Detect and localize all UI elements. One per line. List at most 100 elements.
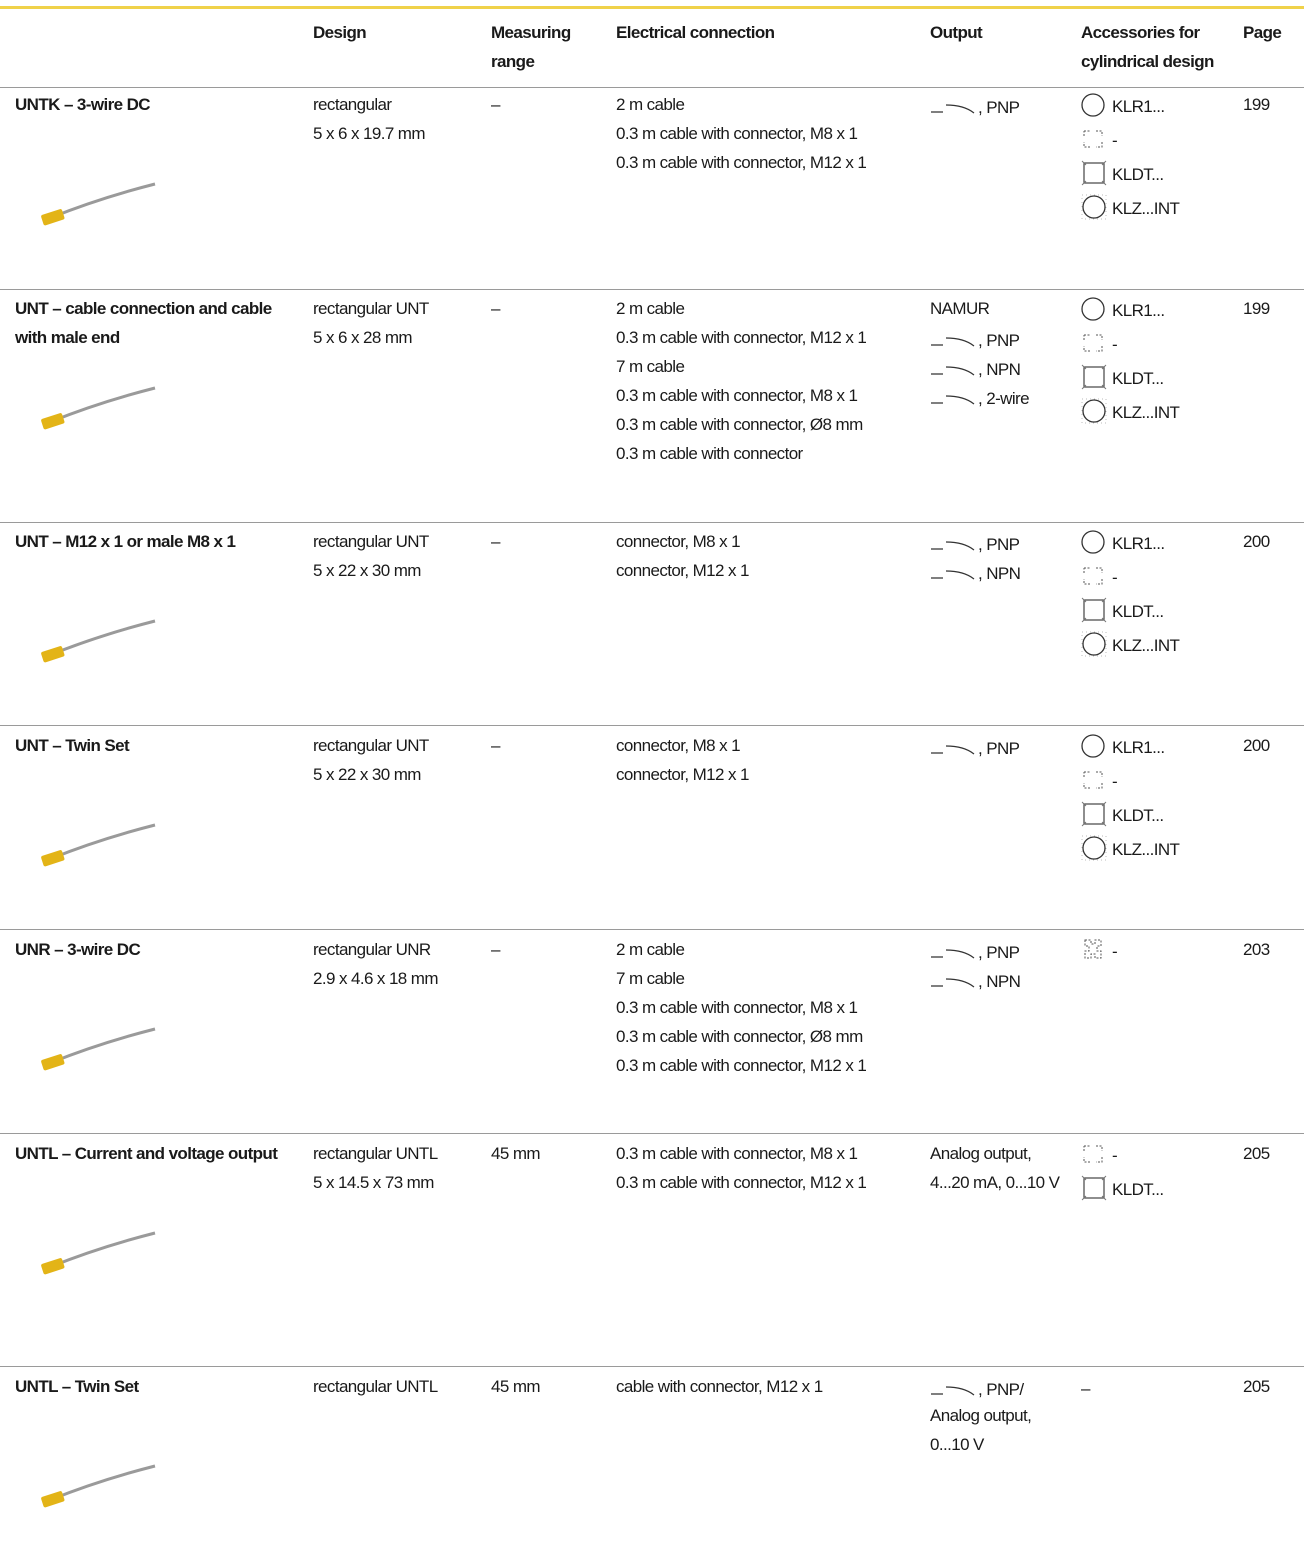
column-header: Output [930, 23, 983, 42]
product-name: UNT – cable connection and cable with ma… [15, 299, 272, 347]
switch-symbol [931, 337, 975, 347]
output: 0...10 V [930, 1435, 984, 1454]
accessory-icon [1081, 530, 1105, 554]
accessory-icon [1083, 130, 1103, 148]
switch-symbol [931, 541, 975, 551]
measuring-range: 45 mm [491, 1144, 541, 1163]
design: 5 x 6 x 19.7 mm [313, 124, 426, 143]
product-image [41, 1027, 156, 1071]
output: , PNP/ [978, 1380, 1024, 1399]
accessory-icon [1081, 631, 1107, 657]
product-image [41, 1464, 156, 1508]
page-number: 205 [1243, 1144, 1270, 1163]
product-name: UNR – 3-wire DC [15, 940, 141, 959]
output: Analog output, [930, 1144, 1032, 1163]
switch-symbol [931, 745, 975, 755]
electrical-connection: 0.3 m cable with connector, M8 x 1 [616, 998, 858, 1017]
output: , PNP [978, 739, 1020, 758]
page-number: 205 [1243, 1377, 1270, 1396]
accessory-icon [1081, 1175, 1107, 1201]
electrical-connection: 2 m cable [616, 940, 685, 959]
output: Analog output, [930, 1406, 1032, 1425]
accessory: KLR1... [1112, 301, 1165, 320]
accessory: - [1112, 942, 1118, 961]
accessory-icon [1084, 939, 1102, 959]
page-number: 200 [1243, 736, 1270, 755]
measuring-range: 45 mm [491, 1377, 541, 1396]
accessory-icon [1081, 835, 1107, 861]
accessory: – [1081, 1379, 1090, 1398]
row-rule [0, 1133, 1304, 1134]
column-header: Measuring range [491, 23, 571, 71]
accessory-icon [1081, 801, 1107, 827]
output: , NPN [978, 564, 1021, 583]
accessory-icon [1081, 398, 1107, 424]
electrical-connection: 0.3 m cable with connector [616, 444, 803, 463]
design: 5 x 6 x 28 mm [313, 328, 413, 347]
column-header: Design [313, 23, 367, 42]
electrical-connection: 0.3 m cable with connector, M12 x 1 [616, 328, 867, 347]
product-name: UNTL – Twin Set [15, 1377, 139, 1396]
product-image [41, 182, 156, 226]
electrical-connection: 0.3 m cable with connector, M8 x 1 [616, 124, 858, 143]
accessory-icon [1083, 771, 1103, 789]
design: rectangular [313, 95, 392, 114]
row-rule [0, 289, 1304, 290]
measuring-range: – [491, 736, 500, 755]
accessory: KLR1... [1112, 97, 1165, 116]
output: , PNP [978, 331, 1020, 350]
electrical-connection: connector, M12 x 1 [616, 765, 749, 784]
design: rectangular UNTL [313, 1144, 438, 1163]
design: 2.9 x 4.6 x 18 mm [313, 969, 439, 988]
product-name: UNTL – Current and voltage output [15, 1144, 278, 1163]
electrical-connection: 0.3 m cable with connector, M8 x 1 [616, 1144, 858, 1163]
output: , NPN [978, 972, 1021, 991]
design: rectangular UNTL [313, 1377, 438, 1396]
measuring-range: – [491, 940, 500, 959]
accessory-icon [1083, 1145, 1103, 1163]
measuring-range: – [491, 299, 500, 318]
accessory: - [1112, 1146, 1118, 1165]
output: , NPN [978, 360, 1021, 379]
row-rule [0, 929, 1304, 930]
switch-symbol [931, 978, 975, 988]
accessory-icon [1081, 297, 1105, 321]
design: rectangular UNT [313, 736, 429, 755]
header-rule [0, 87, 1304, 88]
electrical-connection: 0.3 m cable with connector, M8 x 1 [616, 386, 858, 405]
column-header: Electrical connection [616, 23, 775, 42]
switch-symbol [931, 1386, 975, 1396]
column-header: Page [1243, 23, 1282, 42]
page-number: 199 [1243, 299, 1270, 318]
measuring-range: – [491, 532, 500, 551]
design: 5 x 22 x 30 mm [313, 765, 421, 784]
accessory-icon [1081, 734, 1105, 758]
row-rule [0, 725, 1304, 726]
column-header: Accessories for cylindrical design [1081, 23, 1214, 71]
design: rectangular UNR [313, 940, 431, 959]
accessory-icon [1081, 93, 1105, 117]
product-image [41, 386, 156, 430]
accessory-icon [1081, 194, 1107, 220]
product-name: UNT – M12 x 1 or male M8 x 1 [15, 532, 236, 551]
electrical-connection: 7 m cable [616, 969, 685, 988]
accessory: - [1112, 568, 1118, 587]
output: 4...20 mA, 0...10 V [930, 1173, 1060, 1192]
accessory: KLR1... [1112, 534, 1165, 553]
accessory: KLR1... [1112, 738, 1165, 757]
output: , PNP [978, 98, 1020, 117]
accessory: - [1112, 131, 1118, 150]
design: rectangular UNT [313, 532, 429, 551]
accessory-icon [1081, 364, 1107, 390]
product-name: UNTK – 3-wire DC [15, 95, 151, 114]
switch-symbol [931, 395, 975, 405]
accessory: - [1112, 335, 1118, 354]
page-number: 203 [1243, 940, 1270, 959]
electrical-connection: 0.3 m cable with connector, Ø8 mm [616, 1027, 863, 1046]
switch-symbol [931, 366, 975, 376]
output: , 2-wire [978, 389, 1030, 408]
electrical-connection: 0.3 m cable with connector, M12 x 1 [616, 1056, 867, 1075]
accessory-icon [1081, 160, 1107, 186]
row-rule [0, 522, 1304, 523]
